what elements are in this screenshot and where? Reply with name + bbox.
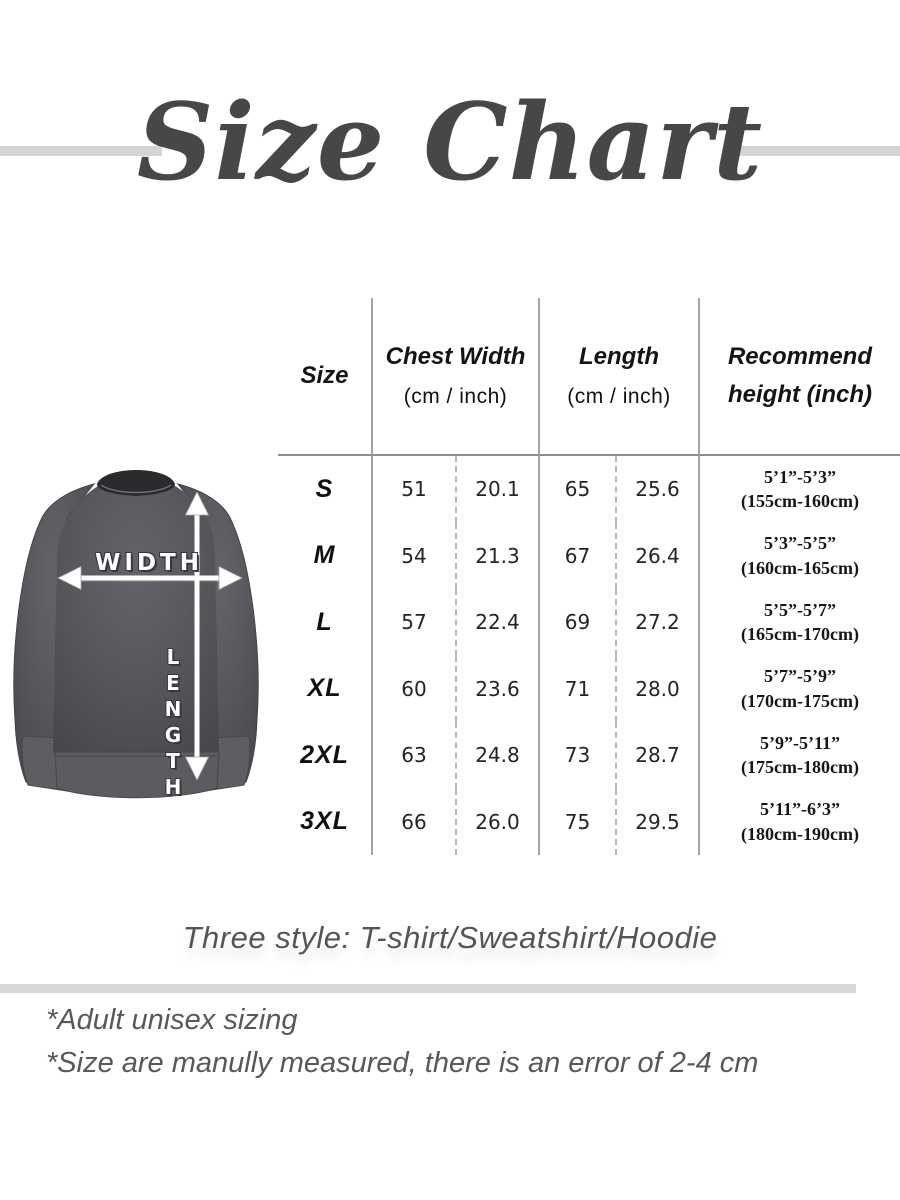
- length-cm-value: 75: [540, 788, 617, 855]
- length-inch-value: 25.6: [617, 456, 700, 523]
- chest-inch-value: 20.1: [457, 456, 540, 523]
- width-measure-label: WIDTH: [95, 550, 203, 576]
- chest-inch-value: 26.0: [457, 788, 540, 855]
- height-range-cm: (180cm-190cm): [741, 823, 859, 844]
- column-header-length: Length (cm / inch): [540, 298, 700, 456]
- length-inch-value: 28.7: [617, 722, 700, 789]
- waistband: [54, 751, 220, 799]
- chest-cm-value: 51: [373, 456, 457, 523]
- chest-inch-value: 24.8: [457, 722, 540, 789]
- chest-width-unit: (cm / inch): [403, 385, 508, 408]
- length-inch-value: 26.4: [617, 522, 700, 589]
- size-label: L: [278, 589, 373, 656]
- length-unit: (cm / inch): [567, 385, 671, 408]
- chest-cm-value: 60: [373, 655, 457, 722]
- recommend-label-line1: Recommend: [727, 343, 873, 370]
- length-cm-value: 69: [540, 589, 617, 656]
- height-range-inch: 5’5”-5’7”: [764, 599, 836, 620]
- length-cm-value: 71: [540, 655, 617, 722]
- chest-inch-value: 23.6: [457, 655, 540, 722]
- title-divider-left: [0, 146, 162, 156]
- height-recommendation: 5’7”-5’9” (170cm-175cm): [700, 656, 900, 723]
- length-inch-value: 27.2: [617, 589, 700, 656]
- height-range-cm: (175cm-180cm): [741, 757, 859, 778]
- sweatshirt-illustration: [13, 470, 259, 799]
- column-header-chest-width: Chest Width (cm / inch): [373, 298, 540, 456]
- chest-inch-value: 21.3: [457, 522, 540, 589]
- size-label: M: [278, 522, 373, 589]
- height-range-cm: (155cm-160cm): [741, 491, 859, 512]
- size-label: XL: [278, 655, 373, 722]
- height-recommendation: 5’3”-5’5” (160cm-165cm): [700, 523, 900, 590]
- title-divider-right: [724, 146, 900, 156]
- recommend-label-line2: height (inch): [728, 381, 872, 408]
- height-range-cm: (170cm-175cm): [741, 690, 859, 711]
- height-recommendation: 5’11”-6’3” (180cm-190cm): [700, 789, 900, 856]
- height-recommendation: 5’5”-5’7” (165cm-170cm): [700, 589, 900, 656]
- length-label: Length: [579, 343, 659, 370]
- style-note: Three style: T-shirt/Sweatshirt/Hoodie: [182, 920, 718, 955]
- length-inch-value: 28.0: [617, 655, 700, 722]
- size-table: Size Chest Width (cm / inch) Length (cm …: [278, 298, 900, 855]
- length-cm-value: 73: [540, 722, 617, 789]
- height-range-cm: (165cm-170cm): [741, 624, 859, 645]
- length-cm-value: 65: [540, 456, 617, 523]
- column-header-size: Size: [278, 298, 373, 456]
- collar: [97, 470, 175, 496]
- footer-divider: [0, 984, 856, 993]
- chest-inch-value: 22.4: [457, 589, 540, 656]
- height-range-inch: 5’7”-5’9”: [764, 666, 836, 687]
- column-header-recommend-height: Recommend height (inch): [700, 298, 900, 456]
- length-measure-label: LENGTH: [161, 645, 185, 801]
- footnote-measurement-error: *Size are manully measured, there is an …: [46, 1047, 759, 1079]
- chest-cm-value: 63: [373, 722, 457, 789]
- height-recommendation: 5’1”-5’3” (155cm-160cm): [700, 456, 900, 523]
- length-cm-value: 67: [540, 522, 617, 589]
- size-label: 2XL: [278, 722, 373, 789]
- chest-cm-value: 54: [373, 522, 457, 589]
- length-arrow: [184, 491, 210, 781]
- size-label: 3XL: [278, 788, 373, 855]
- chest-width-label: Chest Width: [385, 343, 526, 370]
- height-range-inch: 5’1”-5’3”: [764, 466, 836, 487]
- footnote-unisex-sizing: *Adult unisex sizing: [46, 1004, 298, 1036]
- chest-cm-value: 57: [373, 589, 457, 656]
- chest-cm-value: 66: [373, 788, 457, 855]
- height-range-cm: (160cm-165cm): [741, 557, 859, 578]
- height-range-inch: 5’3”-5’5”: [764, 533, 836, 554]
- size-label: S: [278, 456, 373, 523]
- sweatshirt-diagram: [2, 458, 270, 822]
- page-title: Size Chart: [136, 79, 764, 204]
- collar-seam: [100, 484, 172, 494]
- height-range-inch: 5’9”-5’11”: [760, 732, 840, 753]
- height-range-inch: 5’11”-6’3”: [760, 799, 840, 820]
- length-inch-value: 29.5: [617, 788, 700, 855]
- torso: [53, 481, 219, 753]
- height-recommendation: 5’9”-5’11” (175cm-180cm): [700, 722, 900, 789]
